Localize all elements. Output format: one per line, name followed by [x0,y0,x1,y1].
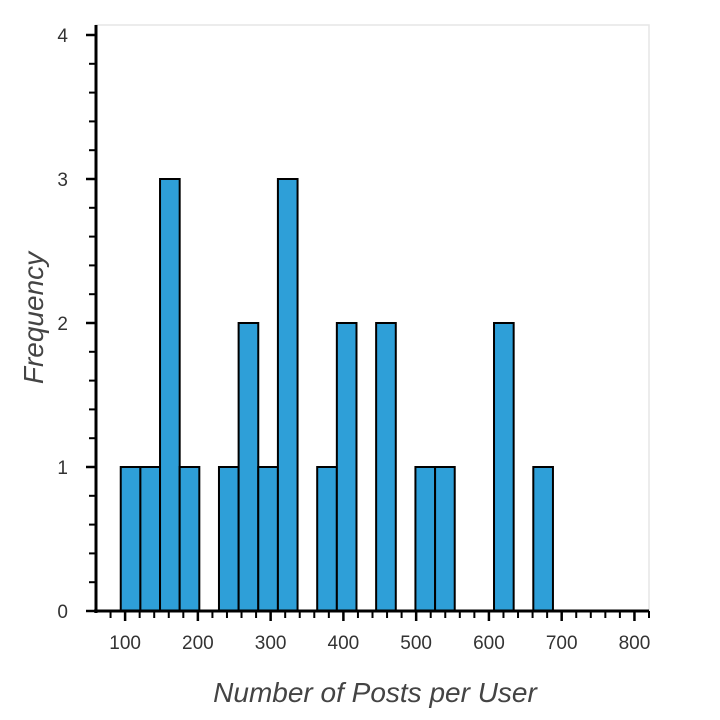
histogram-bar [316,466,338,612]
x-tick-label: 700 [546,633,578,654]
y-tick-label: 0 [57,602,68,623]
x-axis-title: Number of Posts per User [213,677,538,708]
y-tick-label: 3 [57,170,68,191]
x-tick-label: 800 [619,633,651,654]
histogram-bar [159,178,181,612]
histogram-bar [139,466,162,612]
histogram-bar [237,322,260,612]
histogram-bar [217,466,240,612]
x-tick-label: 400 [328,633,360,654]
histogram-bar [532,466,554,612]
x-tick-label: 600 [473,633,505,654]
y-axis-title: Frequency [18,250,49,384]
histogram-bar [276,178,299,612]
histogram-bar [119,466,142,612]
histogram-bar [493,322,515,612]
x-tick-label: 300 [255,633,287,654]
y-tick-label: 4 [57,26,68,47]
histogram-bar [434,466,456,612]
x-tick-label: 100 [109,633,141,654]
x-tick-label: 200 [182,633,214,654]
histogram-bar [178,466,201,612]
y-tick-label: 1 [57,458,68,479]
histogram-bar [414,466,437,612]
bars-group [119,178,554,612]
x-axis: 100 200 300 400 500 600 700 800 [94,609,651,654]
y-axis: 0 1 2 3 4 [57,25,98,623]
histogram-bar [335,322,358,612]
histogram-bar [375,322,397,612]
histogram-bar [257,466,279,612]
y-tick-label: 2 [57,314,68,335]
x-tick-label: 500 [400,633,432,654]
